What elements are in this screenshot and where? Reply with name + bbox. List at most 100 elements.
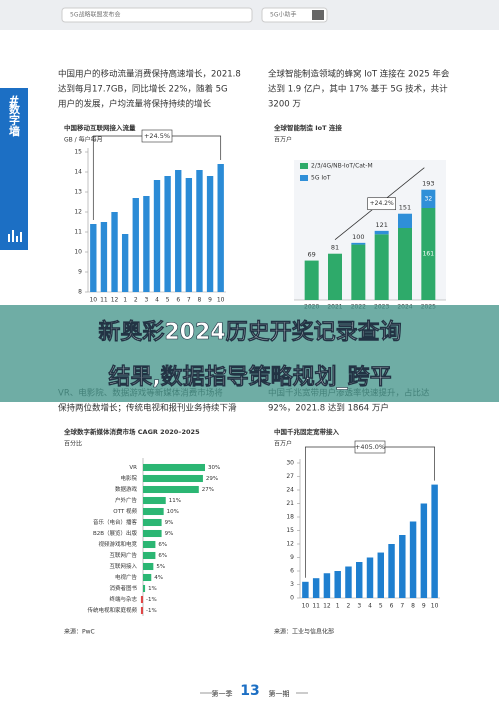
search-box[interactable]	[61, 7, 253, 23]
y-tick-label: 11	[74, 229, 82, 236]
footer-left: 第一季	[212, 689, 233, 698]
legend-swatch	[300, 175, 308, 181]
bar	[175, 170, 182, 292]
bar	[111, 212, 118, 292]
y-tick-label: 10	[74, 249, 82, 256]
search-button[interactable]	[312, 10, 324, 20]
y-tick-label: 30	[286, 460, 294, 467]
banner: 新奥彩2024历史开奖记录查询 结果,数据指导策略规划_跨平	[0, 305, 499, 402]
search-box[interactable]	[261, 7, 328, 23]
x-tick-label: 11	[100, 297, 108, 304]
value-label: 27%	[202, 487, 214, 493]
banner-line: 结果,数据指导策略规划_跨平	[108, 364, 391, 390]
bar	[217, 164, 224, 292]
bar	[366, 557, 374, 598]
value-label: -1%	[146, 608, 157, 614]
y-tick-label: 8	[78, 289, 82, 296]
bar-segment	[304, 260, 319, 300]
category-label: 消费者图书	[109, 584, 137, 592]
bar	[345, 566, 352, 598]
x-tick-label: 4	[155, 297, 159, 304]
x-tick-label: 1	[336, 603, 340, 610]
bar	[377, 552, 384, 598]
y-tick-label: 24	[286, 487, 294, 494]
chart-title: 全球智能制造 IoT 连接	[273, 123, 342, 132]
x-tick-label: 3	[357, 603, 361, 610]
x-tick-label: 12	[111, 297, 119, 304]
bar-segment	[351, 244, 366, 300]
banner-line: 新奥彩2024历史开奖记录查询	[98, 319, 401, 345]
chart-unit: 百万户	[274, 136, 292, 144]
bar	[143, 584, 146, 593]
bar-segment	[374, 230, 389, 235]
bar	[153, 180, 161, 292]
total-label: 100	[352, 233, 364, 241]
bar	[409, 521, 417, 598]
value-label: 6%	[158, 553, 167, 559]
total-label: 121	[375, 221, 387, 229]
chart-title: 中国千兆固定宽带接入	[274, 427, 340, 436]
category-label: 互联网广告	[109, 551, 137, 559]
bar	[143, 529, 162, 538]
y-tick-label: 0	[290, 595, 294, 602]
bar	[132, 198, 139, 292]
value-label: -1%	[146, 597, 157, 603]
annotation-box	[141, 129, 173, 143]
y-tick-label: 18	[286, 514, 294, 521]
x-tick-label: 2	[347, 603, 351, 610]
category-label: 传统电视和家庭视频	[87, 606, 137, 614]
bar-segment	[328, 253, 342, 300]
value-label: 5%	[156, 564, 165, 570]
intro-text: 中国用户的移动流量消费保持高速增长，2021.8	[58, 69, 241, 80]
bar	[140, 606, 143, 615]
source: 来源：PwC	[64, 628, 95, 636]
intro-text: 保持两位数增长；传统电视和报刊业务持续下滑	[58, 403, 237, 414]
x-tick-label: 8	[198, 297, 202, 304]
category-label: 互联网接入	[109, 562, 137, 570]
segment-label: 32	[425, 195, 433, 202]
x-tick-label: 3	[144, 297, 148, 304]
bar	[90, 224, 97, 292]
x-tick-label: 10	[431, 603, 439, 610]
bar-segment	[398, 213, 412, 228]
bar	[302, 581, 309, 598]
value-label: 9%	[165, 531, 174, 537]
x-tick-label: 11	[312, 603, 320, 610]
bar	[100, 222, 108, 292]
intro-text: 3200 万	[268, 100, 301, 110]
x-tick-label: 9	[208, 297, 212, 304]
category-label: 户外广告	[115, 496, 138, 504]
intro-text: 全球智能制造领域的蜂窝 IoT 连接在 2025 年会	[268, 69, 450, 80]
bar	[431, 484, 438, 598]
x-tick-label: 6	[176, 297, 180, 304]
bar	[143, 540, 156, 549]
bar	[121, 234, 129, 292]
y-tick-label: 14	[74, 169, 82, 176]
source: 来源：工业与信息化部	[274, 628, 334, 636]
category-label: 视频游戏和电竞	[98, 540, 137, 548]
sidebar-hash: #	[9, 95, 20, 110]
footer-right: 第一期	[269, 689, 290, 698]
sidebar-label: 数字墙	[8, 102, 21, 137]
bar	[143, 551, 156, 560]
x-tick-label: 7	[187, 297, 191, 304]
category-label: 终端与杂志	[109, 595, 137, 603]
x-tick-label: 6	[390, 603, 394, 610]
x-tick-label: 5	[379, 603, 383, 610]
x-tick-label: 9	[422, 603, 426, 610]
chart-unit: 百分比	[64, 440, 82, 448]
y-tick-label: 6	[290, 568, 294, 575]
annotation-box	[354, 440, 386, 454]
value-label: 1%	[148, 586, 157, 592]
x-tick-label: 7	[400, 603, 404, 610]
bar-segment	[351, 242, 366, 245]
y-tick-label: 9	[78, 269, 82, 276]
y-tick-label: 21	[286, 500, 294, 507]
total-label: 193	[422, 180, 434, 188]
value-label: 9%	[165, 520, 174, 526]
x-tick-label: 12	[323, 603, 331, 610]
bar-segment	[421, 208, 436, 300]
legend-label: 5G IoT	[311, 175, 331, 182]
bar	[143, 485, 199, 494]
